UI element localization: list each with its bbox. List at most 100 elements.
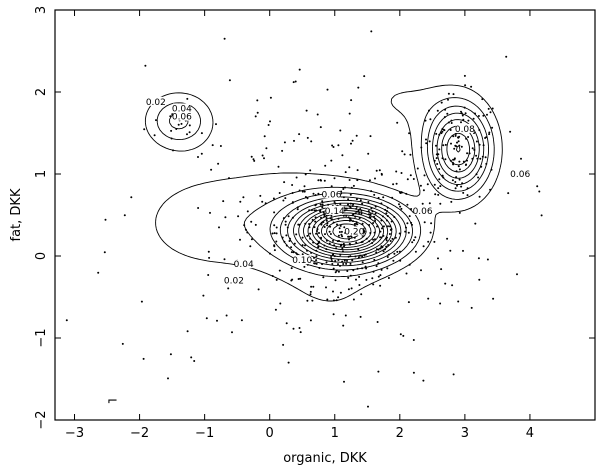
scatter-point — [317, 242, 320, 245]
scatter-point — [291, 201, 294, 204]
contour-label-bg — [293, 255, 312, 265]
scatter-point — [188, 131, 191, 134]
scatter-point — [291, 216, 294, 219]
scatter-point — [355, 241, 358, 244]
scatter-point — [488, 133, 491, 136]
scatter-point — [458, 168, 461, 171]
scatter-point — [290, 279, 293, 282]
scatter-point — [450, 122, 453, 124]
scatter-point — [451, 179, 454, 182]
scatter-point — [339, 264, 341, 267]
scatter-point — [392, 183, 395, 186]
contour-label: 0.20 — [344, 227, 364, 237]
contour-label: 0.08 — [455, 125, 475, 135]
scatter-point — [391, 196, 394, 199]
scatter-point — [350, 235, 352, 238]
scatter-point — [311, 218, 314, 221]
scatter-point — [349, 243, 352, 246]
scatter-point — [331, 144, 334, 147]
scatter-point — [338, 231, 341, 233]
scatter-point — [420, 146, 423, 149]
x-tick-label: −3 — [65, 426, 84, 441]
scatter-point — [306, 249, 308, 252]
scatter-point — [377, 248, 380, 251]
scatter-point — [306, 263, 309, 266]
scatter-point — [244, 228, 247, 231]
scatter-point — [407, 301, 410, 304]
scatter-point — [358, 212, 361, 214]
scatter-point — [285, 244, 288, 247]
contour-label-bg — [325, 205, 344, 215]
scatter-point — [389, 240, 392, 242]
scatter-point — [312, 241, 315, 244]
scatter-point — [356, 179, 359, 182]
scatter-point — [359, 199, 362, 202]
scatter-point — [200, 152, 203, 155]
scatter-point — [370, 30, 373, 33]
scatter-point — [318, 232, 320, 234]
scatter-point — [345, 262, 348, 265]
scatter-point — [446, 237, 449, 240]
scatter-point — [412, 339, 415, 341]
scatter-point — [257, 288, 260, 291]
scatter-point — [358, 217, 361, 220]
scatter-point — [293, 242, 296, 245]
scatter-point — [395, 182, 398, 185]
scatter-point — [275, 278, 278, 281]
scatter-point — [380, 219, 383, 222]
scatter-point — [414, 236, 417, 239]
scatter-point — [460, 185, 463, 188]
scatter-point — [463, 106, 466, 109]
scatter-point — [169, 353, 172, 356]
scatter-point — [342, 214, 345, 217]
scatter-point — [370, 190, 373, 193]
scatter-point — [324, 164, 327, 167]
scatter-point — [344, 186, 346, 189]
scatter-point — [325, 286, 327, 289]
contour-label: 0.04 — [172, 104, 192, 114]
scatter-point — [320, 223, 323, 226]
scatter-point — [467, 119, 470, 122]
scatter-point — [272, 197, 275, 200]
scatter-point — [282, 199, 285, 202]
contour-label: 0.04 — [234, 260, 254, 270]
scatter-point — [447, 98, 449, 101]
scatter-point — [408, 132, 411, 135]
scatter-point — [303, 190, 306, 193]
scatter-point — [371, 277, 374, 280]
scatter-point — [337, 270, 340, 273]
x-tick-label: 4 — [526, 426, 534, 441]
scatter-point — [309, 169, 312, 172]
scatter-point — [355, 222, 358, 225]
scatter-point — [104, 218, 107, 221]
scatter-point — [505, 55, 508, 58]
scatter-point — [309, 319, 312, 322]
scatter-point — [398, 232, 401, 235]
scatter-point — [334, 271, 337, 274]
scatter-point — [334, 202, 337, 205]
scatter-point — [309, 290, 312, 293]
y-tick-label: −2 — [34, 410, 49, 429]
scatter-point — [263, 135, 266, 138]
scatter-point — [186, 330, 189, 333]
scatter-point — [398, 250, 401, 253]
scatter-point — [306, 234, 309, 237]
scatter-point — [410, 221, 413, 224]
scatter-point — [374, 219, 377, 222]
scatter-point — [452, 158, 455, 161]
scatter-point — [455, 145, 458, 148]
scatter-point — [322, 276, 325, 279]
scatter-point — [332, 313, 335, 316]
scatter-point — [352, 213, 355, 216]
scatter-point — [306, 197, 309, 200]
scatter-point — [356, 169, 359, 172]
scatter-point — [103, 251, 106, 254]
scatter-point — [283, 181, 286, 184]
scatter-point — [279, 302, 282, 305]
scatter-point — [301, 253, 304, 256]
scatter-point — [361, 261, 364, 264]
scatter-point — [422, 189, 425, 192]
scatter-point — [386, 206, 389, 209]
scatter-point — [453, 147, 456, 150]
scatter-point — [332, 253, 335, 256]
